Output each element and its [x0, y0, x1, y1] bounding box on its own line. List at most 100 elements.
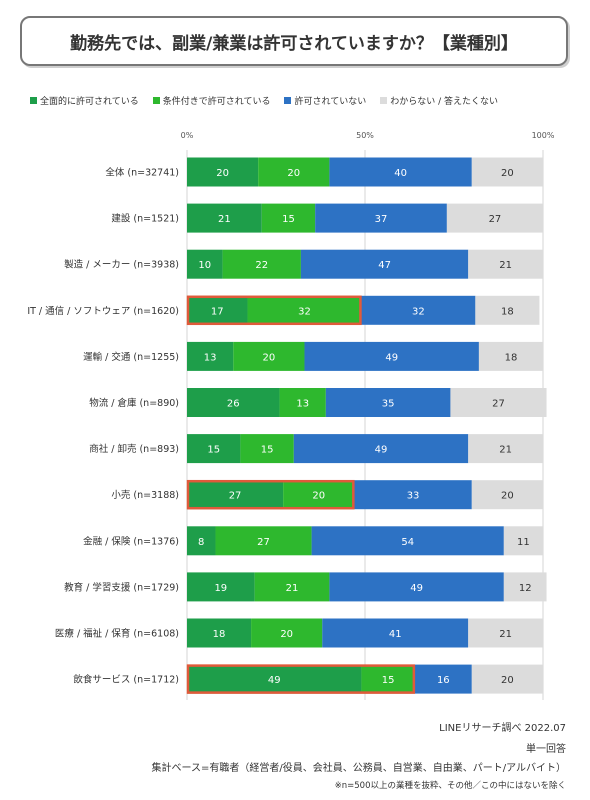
category-label: 医療 / 福祉 / 保育 (n=6108) — [55, 628, 179, 640]
data-label: 20 — [263, 352, 276, 363]
bar-segment — [187, 203, 262, 233]
bar-segment — [187, 480, 284, 510]
bar-segment — [471, 157, 543, 187]
data-label: 21 — [499, 260, 512, 271]
bar-segment — [300, 249, 469, 279]
data-label: 32 — [298, 306, 311, 317]
data-label: 13 — [204, 352, 217, 363]
footer-note: ※n=500以上の業種を抜粋、その他／この中にはないを除く — [334, 781, 566, 791]
legend-item: 全面的に許可されている — [30, 94, 139, 107]
bar-segment — [414, 664, 472, 694]
data-label: 27 — [489, 214, 502, 225]
stacked-bar-chart: 0% 50% 100% 全体 (n=32741) 20 20 40 20 建設 (n=1521)… — [27, 131, 555, 700]
bar-segment — [187, 618, 252, 648]
bar-segment — [187, 249, 223, 279]
bar-segment — [283, 480, 355, 510]
bar-segment — [322, 618, 469, 648]
legend-label: 許可されていない — [294, 97, 367, 107]
data-label: 22 — [255, 260, 268, 271]
data-label: 21 — [499, 629, 512, 640]
data-label: 21 — [218, 214, 231, 225]
category-label: 教育 / 学習支援 (n=1729) — [64, 581, 179, 593]
category-label: 全体 (n=32741) — [105, 167, 179, 179]
data-label: 21 — [499, 445, 512, 456]
bar-segment — [304, 341, 479, 371]
data-label: 11 — [517, 537, 530, 548]
bar-segment — [471, 664, 543, 694]
data-label: 27 — [492, 399, 505, 410]
data-label: 49 — [410, 583, 423, 594]
bar-segment — [187, 434, 241, 464]
bar-segment — [187, 295, 248, 325]
data-label: 20 — [216, 168, 229, 179]
category-label: 金融 / 保険 (n=1376) — [83, 535, 179, 547]
data-label: 15 — [282, 214, 295, 225]
bar-segment — [361, 295, 476, 325]
data-label: 12 — [519, 583, 532, 594]
footer-base: 集計ベース=有職者（経営者/役員、会社員、公務員、自営業、自由業、パート/アルバ… — [151, 763, 566, 774]
bar-segment — [478, 341, 543, 371]
category-label: 商社 / 卸売 (n=893) — [89, 443, 179, 455]
bar-segment — [471, 480, 543, 510]
legend-item: 許可されていない — [284, 94, 366, 107]
legend-label: わからない / 答えたくない — [390, 97, 498, 107]
legend-item: 条件付きで許可されている — [152, 94, 270, 107]
data-label: 47 — [378, 260, 391, 271]
data-label: 33 — [407, 491, 420, 502]
legend-label: 全面的に許可されている — [40, 97, 139, 107]
data-label: 20 — [312, 491, 325, 502]
bar-segment — [315, 203, 447, 233]
bar-segment — [251, 618, 323, 648]
x-tick-label: 0% — [181, 131, 194, 140]
bar-segment — [354, 480, 472, 510]
bar-segment — [233, 341, 305, 371]
data-label: 32 — [412, 306, 425, 317]
footer-answer-type: 単一回答 — [526, 744, 566, 755]
data-label: 40 — [394, 168, 407, 179]
bar-segment — [187, 341, 234, 371]
bar-segment — [468, 434, 543, 464]
bar-segment — [329, 157, 472, 187]
data-label: 20 — [280, 629, 293, 640]
data-label: 21 — [286, 583, 299, 594]
legend-swatch — [284, 97, 292, 104]
legend: 全面的に許可されている 条件付きで許可されている 許可されていない わからない / 答… — [30, 94, 570, 107]
data-label: 49 — [268, 675, 281, 686]
highlight-box — [186, 479, 355, 510]
x-tick-label: 50% — [356, 131, 374, 140]
data-label: 54 — [401, 537, 414, 548]
data-label: 10 — [198, 260, 211, 271]
legend-swatch — [380, 97, 388, 104]
data-label: 27 — [257, 537, 270, 548]
data-label: 17 — [211, 306, 224, 317]
footer-source: LINEリサーチ調べ 2022.07 — [439, 723, 566, 734]
legend-swatch — [152, 97, 160, 104]
data-label: 13 — [296, 399, 309, 410]
category-label: 飲食サービス (n=1712) — [73, 674, 179, 686]
x-tick-label: 100% — [532, 131, 555, 140]
category-label: 製造 / メーカー (n=3938) — [64, 259, 179, 271]
data-label: 18 — [501, 306, 514, 317]
category-label: 建設 (n=1521) — [111, 213, 179, 225]
data-label: 26 — [227, 399, 240, 410]
data-label: 20 — [501, 491, 514, 502]
category-label: 運輸 / 交通 (n=1255) — [83, 351, 179, 363]
data-label: 35 — [382, 399, 395, 410]
chart-title: 勤務先では、副業/兼業は許可されていますか？【業種別】 — [70, 33, 518, 54]
data-label: 49 — [385, 352, 398, 363]
bar-segment — [258, 157, 330, 187]
bar-segment — [293, 434, 469, 464]
data-label: 49 — [375, 445, 388, 456]
bar-segment — [503, 572, 547, 602]
legend-item: わからない / 答えたくない — [380, 94, 498, 107]
bar-segment — [361, 664, 415, 694]
bar-segment — [503, 526, 543, 556]
data-label: 15 — [207, 445, 220, 456]
bar-segment — [254, 572, 330, 602]
bar-segment — [446, 203, 543, 233]
chart-title-box: 勤務先では、副業/兼業は許可されていますか？【業種別】 — [20, 16, 568, 66]
data-label: 27 — [229, 491, 242, 502]
data-label: 18 — [213, 629, 226, 640]
bar-segment — [215, 526, 312, 556]
data-label: 20 — [501, 675, 514, 686]
